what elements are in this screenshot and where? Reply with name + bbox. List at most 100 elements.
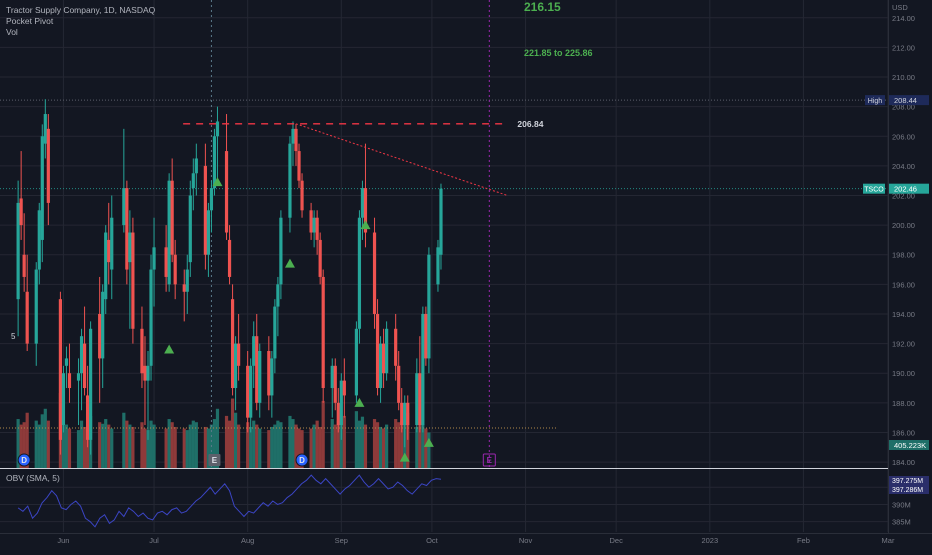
chart-legend: Tractor Supply Company, 1D, NASDAQ Pocke… (6, 5, 155, 38)
volume-bar (76, 430, 81, 468)
candle-body (394, 328, 398, 366)
pocket-pivot-marker (399, 452, 410, 462)
candle-body (34, 269, 38, 344)
candle-body (125, 188, 129, 270)
candle-body (188, 195, 192, 263)
candle-body (315, 217, 319, 240)
indicator-pocket-pivot[interactable]: Pocket Pivot (6, 16, 54, 26)
volume-bar (427, 432, 431, 468)
candle-body (85, 395, 90, 440)
volume-bar (206, 428, 211, 468)
candle-body (372, 232, 377, 314)
volume-bar (107, 424, 111, 468)
symbol-title[interactable]: Tractor Supply Company, 1D, NASDAQ (6, 5, 156, 15)
candle-body (37, 210, 41, 270)
candle-body (22, 254, 26, 277)
candle-body (342, 380, 346, 396)
candle-body (182, 284, 186, 292)
volume-bar (224, 415, 229, 468)
volume-bar (149, 420, 153, 468)
high-value-box (889, 95, 929, 106)
target-price-label: 216.15 (524, 0, 561, 14)
volume-bar (381, 428, 386, 468)
candle-body (312, 217, 316, 233)
candle-body (397, 365, 401, 403)
candle-body (122, 188, 126, 226)
candle-body (25, 291, 29, 344)
volume-bar (385, 424, 389, 468)
earnings-badge-label: E (212, 456, 218, 465)
candle-body (43, 114, 47, 144)
price-axis-label: 192.00 (892, 340, 915, 349)
candle-body (143, 365, 147, 381)
volume-bar (252, 420, 256, 468)
volume-bar (258, 428, 262, 468)
volume-bar (170, 422, 174, 468)
candle-body (206, 210, 211, 255)
candle-body (270, 358, 274, 396)
candle-body (421, 313, 425, 426)
volume-bar (37, 424, 41, 468)
volume-bar (315, 420, 319, 468)
candle-body (167, 180, 171, 285)
volume-bar (249, 426, 253, 468)
volume-bar (237, 424, 241, 468)
obv-value-box (889, 476, 929, 485)
time-axis-label: Mar (882, 536, 895, 545)
candle-body (406, 402, 410, 426)
candle-body (191, 173, 195, 189)
candle-body (164, 247, 168, 277)
indicator-volume[interactable]: Vol (6, 27, 18, 37)
volume-bar (22, 422, 26, 468)
candle-body (40, 136, 44, 240)
time-axis-label: Jun (57, 536, 69, 545)
candle-body (288, 143, 292, 218)
candle-body (333, 365, 337, 403)
volume-bar (360, 416, 365, 468)
candle-body (297, 151, 301, 181)
volume-bar (46, 420, 50, 468)
price-axis-label: 190.00 (892, 369, 915, 378)
candle-body (267, 351, 271, 396)
volume-bar (164, 428, 168, 468)
price-axis-label: 214.00 (892, 14, 915, 23)
time-axis-label: Aug (241, 536, 254, 545)
candle-body (255, 336, 259, 403)
candle-body (360, 188, 365, 218)
volume-bar (125, 420, 129, 468)
volume-bar (421, 424, 425, 468)
volume-bar (230, 398, 235, 468)
volume-bar (333, 424, 337, 468)
volume-bar (276, 420, 280, 468)
volume-bar (363, 424, 368, 468)
candle-body (294, 128, 298, 152)
volume-bar (246, 422, 250, 468)
pocket-pivot-marker (284, 258, 295, 268)
volume-bar (40, 414, 44, 468)
volume-bar (279, 422, 283, 468)
candle-body (291, 128, 295, 144)
candle-body (439, 188, 443, 255)
volume-bar (357, 420, 362, 468)
volume-bar (25, 412, 29, 468)
candle-body (427, 254, 431, 359)
candle-body (104, 232, 108, 300)
candle-body (79, 336, 84, 374)
obv-line (17, 474, 442, 528)
candle-body (110, 217, 114, 270)
candle-body (16, 202, 20, 300)
volume-bar (288, 415, 292, 468)
price-axis-label: 186.00 (892, 428, 915, 437)
candle-body (436, 247, 440, 285)
price-axis-label: 212.00 (892, 43, 915, 52)
candle-body (403, 402, 407, 426)
price-axis-label: 208.00 (892, 103, 915, 112)
candle-body (249, 365, 253, 418)
obv-title: OBV (SMA, 5) (6, 473, 60, 483)
obv-axis-label: 385M (892, 518, 911, 527)
volume-bar (394, 419, 398, 468)
candle-body (363, 188, 368, 233)
